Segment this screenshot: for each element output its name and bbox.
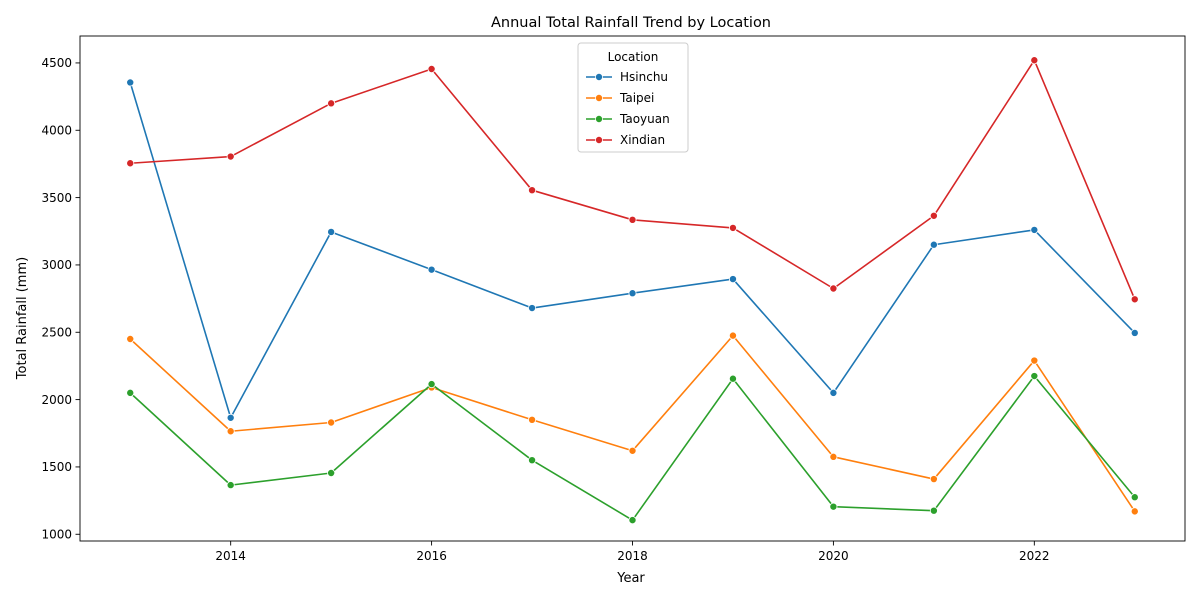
data-point-hsinchu xyxy=(628,289,637,298)
data-point-taipei xyxy=(126,334,135,343)
data-point-hsinchu xyxy=(1030,225,1039,234)
data-point-taoyuan xyxy=(929,506,938,515)
x-tick-label: 2022 xyxy=(1019,549,1050,563)
y-axis-label: Total Rainfall (mm) xyxy=(15,257,30,380)
data-point-xindian xyxy=(929,211,938,220)
data-point-taipei xyxy=(528,415,537,424)
series-line-taipei xyxy=(129,334,1136,512)
data-point-hsinchu xyxy=(226,413,235,422)
data-point-taipei xyxy=(929,475,938,484)
data-point-taipei xyxy=(1030,356,1039,365)
data-point-taoyuan xyxy=(327,468,336,477)
data-point-xindian xyxy=(226,152,235,161)
x-tick-label: 2020 xyxy=(818,549,849,563)
data-point-xindian xyxy=(829,284,838,293)
legend-title: Location xyxy=(608,50,659,64)
data-point-taoyuan xyxy=(829,502,838,511)
x-tick-label: 2018 xyxy=(617,549,648,563)
legend-entry-taoyuan: Taoyuan xyxy=(619,112,670,126)
data-point-hsinchu xyxy=(528,304,537,313)
data-point-taoyuan xyxy=(528,456,537,465)
data-point-taoyuan xyxy=(126,388,135,397)
data-point-xindian xyxy=(126,159,135,168)
y-tick-label: 1000 xyxy=(41,528,72,542)
y-tick-label: 2000 xyxy=(41,393,72,407)
data-point-taipei xyxy=(226,427,235,436)
chart-title: Annual Total Rainfall Trend by Location xyxy=(491,15,771,31)
data-point-taoyuan xyxy=(1130,493,1139,502)
data-point-taoyuan xyxy=(226,481,235,490)
data-point-hsinchu xyxy=(126,78,135,87)
data-point-taipei xyxy=(829,452,838,461)
data-point-hsinchu xyxy=(728,275,737,284)
data-point-taipei xyxy=(327,418,336,427)
data-point-hsinchu xyxy=(929,240,938,249)
data-point-taoyuan xyxy=(427,380,436,389)
data-point-hsinchu xyxy=(327,227,336,236)
y-tick-label: 3000 xyxy=(41,258,72,272)
legend-swatch-marker xyxy=(595,73,604,82)
y-tick-label: 1500 xyxy=(41,460,72,474)
data-point-taoyuan xyxy=(728,374,737,383)
legend-box xyxy=(577,42,689,153)
data-point-taipei xyxy=(1130,507,1139,516)
data-point-xindian xyxy=(427,64,436,73)
legend-swatch-marker xyxy=(595,115,604,124)
data-point-xindian xyxy=(327,99,336,108)
data-point-xindian xyxy=(1130,295,1139,304)
data-point-taoyuan xyxy=(628,516,637,525)
plot-area: 2014 2016 2018 2020 2022 1000 1500 2000 2500 3000… xyxy=(41,35,1186,563)
legend-swatch-marker xyxy=(595,94,604,103)
data-point-xindian xyxy=(528,186,537,195)
data-point-taipei xyxy=(728,331,737,340)
y-tick-label: 2500 xyxy=(41,326,72,340)
data-point-taoyuan xyxy=(1030,372,1039,381)
legend-entry-xindian: Xindian xyxy=(620,133,665,147)
legend-entry-hsinchu: Hsinchu xyxy=(620,70,668,84)
data-point-hsinchu xyxy=(1130,328,1139,337)
data-point-taipei xyxy=(628,446,637,455)
data-point-hsinchu xyxy=(829,388,838,397)
legend: Location Hsinchu Taipei Taoyuan Xindian xyxy=(577,42,689,153)
y-tick-label: 4500 xyxy=(41,56,72,70)
x-tick-label: 2016 xyxy=(416,549,447,563)
legend-entry-taipei: Taipei xyxy=(619,91,654,105)
y-tick-label: 3500 xyxy=(41,191,72,205)
data-point-xindian xyxy=(628,215,637,224)
data-point-xindian xyxy=(1030,56,1039,65)
data-point-hsinchu xyxy=(427,265,436,274)
y-tick-label: 4000 xyxy=(41,124,72,138)
x-tick-label: 2014 xyxy=(215,549,246,563)
x-axis-label: Year xyxy=(616,571,645,586)
data-point-xindian xyxy=(728,223,737,232)
legend-swatch-marker xyxy=(595,135,604,144)
